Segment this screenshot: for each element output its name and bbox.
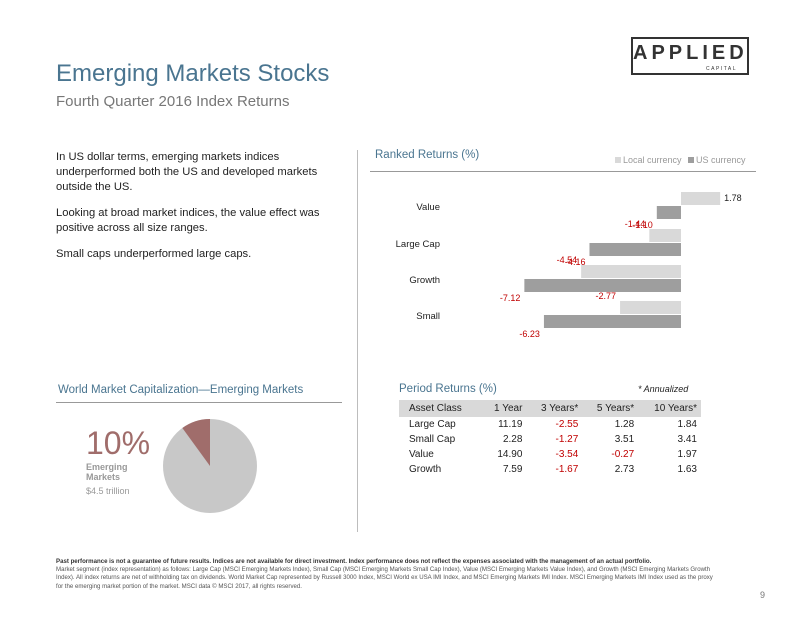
intro-text: In US dollar terms, emerging markets ind… — [56, 150, 341, 273]
pie-value: $4.5 trillion — [86, 486, 130, 496]
table-cell: Value — [409, 449, 434, 460]
pie-label: Emerging Markets — [86, 462, 128, 482]
table-cell: -0.27 — [611, 449, 635, 460]
annualized-note: * Annualized — [638, 384, 689, 394]
table-cell: 3.51 — [614, 434, 635, 445]
table-cell: Large Cap — [409, 419, 456, 430]
legend-swatch-us — [688, 156, 695, 163]
table-cell: 1.28 — [614, 419, 635, 430]
category-label: Growth — [409, 275, 440, 286]
table-cell: 2.28 — [502, 434, 523, 445]
table-header: 1 Year — [481, 400, 527, 417]
data-label: -4.54 — [557, 255, 578, 265]
page-subtitle: Fourth Quarter 2016 Index Returns — [56, 93, 290, 110]
market-cap-rule — [56, 402, 342, 403]
bar-us — [656, 206, 681, 219]
table-cell: -1.67 — [555, 464, 579, 475]
page-title: Emerging Markets Stocks — [56, 60, 330, 87]
table-row: Large Cap 11.19 -2.55 1.28 1.84 — [399, 417, 701, 432]
bar-us — [589, 243, 681, 256]
table-cell: 1.84 — [677, 419, 697, 430]
legend-swatch-local — [615, 156, 621, 163]
pie-slice-emerging-markets — [182, 419, 210, 466]
disclaimer: Past performance is not a guarantee of f… — [56, 558, 716, 591]
table-cell: 2.73 — [614, 464, 635, 475]
period-returns-table: Asset Class 1 Year 3 Years* 5 Years* 10 … — [399, 400, 701, 477]
data-label: -1.10 — [632, 220, 653, 230]
data-label: -1.44 — [625, 219, 646, 229]
table-cell: Small Cap — [409, 434, 456, 445]
table-cell: 3.41 — [677, 434, 697, 445]
disclaimer-text: Market segment (index representation) as… — [56, 566, 713, 590]
table-cell: 11.19 — [498, 419, 523, 430]
logo-sub-text: CAPITAL — [704, 66, 739, 72]
table-cell: Growth — [409, 464, 442, 475]
intro-paragraph: Small caps underperformed large caps. — [56, 248, 252, 260]
table-row: Value 14.90 -3.54 -0.27 1.97 — [399, 447, 701, 462]
data-label: -2.77 — [596, 291, 617, 301]
table-cell: 14.90 — [497, 449, 523, 460]
data-label: 1.78 — [724, 193, 742, 203]
table-header: 10 Years* — [638, 400, 701, 417]
column-divider — [357, 150, 358, 532]
legend-label-local: Local currency — [623, 154, 682, 165]
bar-local — [581, 265, 681, 278]
bar-local — [620, 301, 681, 314]
data-label: -7.12 — [500, 293, 521, 303]
legend-label-us: US currency — [696, 154, 746, 165]
table-cell: -2.55 — [555, 419, 579, 430]
table-header-row: Asset Class 1 Year 3 Years* 5 Years* 10 … — [399, 400, 701, 417]
intro-paragraph: In US dollar terms, emerging markets ind… — [56, 151, 318, 193]
table-row: Small Cap 2.28 -1.27 3.51 3.41 — [399, 432, 701, 447]
table-cell: -3.54 — [555, 449, 579, 460]
disclaimer-bold: Past performance is not a guarantee of f… — [56, 558, 652, 565]
page-number: 9 — [760, 590, 766, 600]
table-cell: 7.59 — [502, 464, 523, 475]
table-header: 3 Years* — [526, 400, 583, 417]
bar-local — [681, 192, 721, 205]
table-cell: 1.97 — [677, 449, 697, 460]
category-label: Large Cap — [396, 239, 440, 250]
ranked-returns-rule — [370, 171, 756, 172]
intro-paragraph: Looking at broad market indices, the val… — [56, 207, 320, 234]
bar-us — [543, 315, 681, 328]
pie-percent: 10% — [86, 425, 151, 461]
table-header: 5 Years* — [582, 400, 639, 417]
ranked-returns-title: Ranked Returns (%) — [375, 149, 480, 161]
market-cap-title: World Market Capitalization—Emerging Mar… — [58, 384, 304, 396]
data-label: -4.16 — [565, 257, 586, 267]
category-label: Value — [416, 202, 440, 213]
applied-capital-logo: APPLIED CAPITAL — [631, 37, 749, 75]
table-cell: 1.63 — [677, 464, 697, 475]
market-cap-pie — [163, 419, 257, 513]
table-header: Asset Class — [399, 400, 482, 417]
table-cell: -1.27 — [555, 434, 579, 445]
bar-us — [524, 279, 681, 292]
period-returns-title: Period Returns (%) — [399, 383, 497, 395]
logo-main-text: APPLIED — [633, 42, 748, 64]
bar-local — [649, 229, 681, 242]
table-row: Growth 7.59 -1.67 2.73 1.63 — [399, 462, 701, 477]
data-label: -6.23 — [519, 329, 540, 339]
ranked-returns-legend: Local currency US currency — [611, 154, 746, 165]
category-label: Small — [416, 311, 440, 322]
